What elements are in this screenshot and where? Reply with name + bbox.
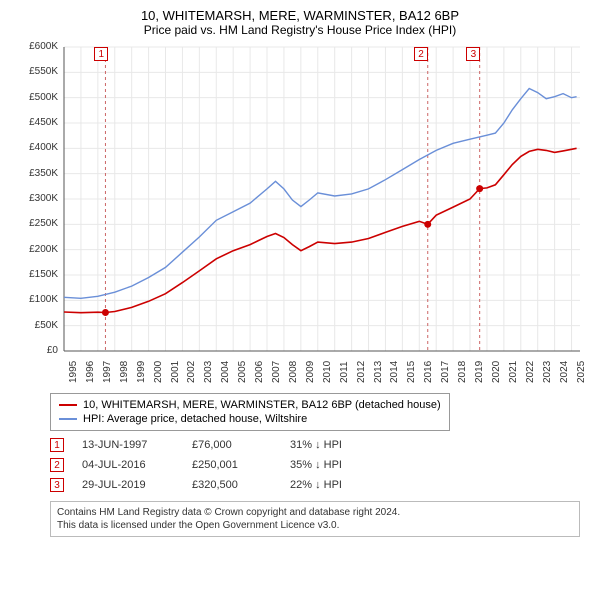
x-tick-label: 2015 — [406, 361, 417, 383]
legend-swatch — [59, 404, 77, 406]
y-tick-label: £600K — [18, 41, 58, 52]
x-tick-label: 2020 — [491, 361, 502, 383]
x-tick-label: 2004 — [220, 361, 231, 383]
legend-swatch — [59, 418, 77, 420]
x-tick-label: 1995 — [68, 361, 79, 383]
property-line — [64, 148, 577, 312]
legend-box: 10, WHITEMARSH, MERE, WARMINSTER, BA12 6… — [50, 393, 450, 431]
chart-container: 10, WHITEMARSH, MERE, WARMINSTER, BA12 6… — [0, 0, 600, 590]
sale-diff: 35% ↓ HPI — [290, 459, 342, 471]
legend-item: 10, WHITEMARSH, MERE, WARMINSTER, BA12 6… — [59, 398, 441, 412]
sale-marker-3: 3 — [466, 47, 480, 61]
x-tick-label: 2017 — [440, 361, 451, 383]
x-tick-label: 2024 — [559, 361, 570, 383]
sale-date: 13-JUN-1997 — [82, 439, 174, 451]
x-tick-label: 2009 — [305, 361, 316, 383]
sale-date: 29-JUL-2019 — [82, 479, 174, 491]
y-tick-label: £500K — [18, 92, 58, 103]
x-tick-label: 2016 — [423, 361, 434, 383]
x-tick-label: 1997 — [102, 361, 113, 383]
x-tick-label: 2011 — [339, 361, 350, 383]
y-tick-label: £200K — [18, 244, 58, 255]
y-tick-label: £300K — [18, 193, 58, 204]
x-tick-label: 2000 — [153, 361, 164, 383]
x-tick-label: 2018 — [457, 361, 468, 383]
x-tick-label: 2006 — [254, 361, 265, 383]
y-tick-label: £450K — [18, 117, 58, 128]
attribution-line-1: Contains HM Land Registry data © Crown c… — [57, 506, 573, 519]
x-tick-label: 2022 — [525, 361, 536, 383]
x-tick-label: 2014 — [389, 361, 400, 383]
sale-marker-box: 2 — [50, 458, 64, 472]
attribution-box: Contains HM Land Registry data © Crown c… — [50, 501, 580, 537]
y-tick-label: £400K — [18, 142, 58, 153]
sale-date: 04-JUL-2016 — [82, 459, 174, 471]
x-tick-label: 2001 — [170, 361, 181, 383]
y-tick-label: £100K — [18, 294, 58, 305]
x-tick-label: 2003 — [203, 361, 214, 383]
x-tick-label: 2023 — [542, 361, 553, 383]
x-tick-label: 2019 — [474, 361, 485, 383]
chart-title: 10, WHITEMARSH, MERE, WARMINSTER, BA12 6… — [10, 8, 590, 23]
x-tick-label: 2021 — [508, 361, 519, 383]
x-tick-label: 1996 — [85, 361, 96, 383]
y-tick-label: £550K — [18, 66, 58, 77]
x-tick-label: 2002 — [186, 361, 197, 383]
sale-row: 2 04-JUL-2016 £250,001 35% ↓ HPI — [10, 455, 590, 475]
x-tick-label: 1998 — [119, 361, 130, 383]
sale-row: 1 13-JUN-1997 £76,000 31% ↓ HPI — [10, 435, 590, 455]
y-tick-label: £150K — [18, 269, 58, 280]
sale-diff: 22% ↓ HPI — [290, 479, 342, 491]
sale-marker-1: 1 — [94, 47, 108, 61]
legend-label: HPI: Average price, detached house, Wilt… — [83, 413, 307, 425]
sale-row: 3 29-JUL-2019 £320,500 22% ↓ HPI — [10, 475, 590, 495]
x-tick-label: 2013 — [373, 361, 384, 383]
sale-diff: 31% ↓ HPI — [290, 439, 342, 451]
sale-price: £320,500 — [192, 479, 272, 491]
sale-price: £250,001 — [192, 459, 272, 471]
chart-subtitle: Price paid vs. HM Land Registry's House … — [10, 23, 590, 37]
x-tick-label: 2008 — [288, 361, 299, 383]
x-tick-label: 1999 — [136, 361, 147, 383]
hpi-line — [64, 89, 577, 299]
y-tick-label: £0 — [18, 345, 58, 356]
sale-marker-box: 1 — [50, 438, 64, 452]
sale-marker-2: 2 — [414, 47, 428, 61]
y-tick-label: £50K — [18, 320, 58, 331]
x-tick-label: 2007 — [271, 361, 282, 383]
y-tick-label: £350K — [18, 168, 58, 179]
x-tick-label: 2005 — [237, 361, 248, 383]
chart-svg — [18, 41, 588, 391]
legend-label: 10, WHITEMARSH, MERE, WARMINSTER, BA12 6… — [83, 399, 441, 411]
sale-price: £76,000 — [192, 439, 272, 451]
legend-item: HPI: Average price, detached house, Wilt… — [59, 412, 441, 426]
sale-marker-box: 3 — [50, 478, 64, 492]
x-tick-label: 2012 — [356, 361, 367, 383]
y-tick-label: £250K — [18, 218, 58, 229]
x-tick-label: 2010 — [322, 361, 333, 383]
sales-list: 1 13-JUN-1997 £76,000 31% ↓ HPI 2 04-JUL-2016… — [10, 435, 590, 495]
x-tick-label: 2025 — [576, 361, 587, 383]
attribution-line-2: This data is licensed under the Open Gov… — [57, 519, 573, 532]
chart-area: £0 £50K £100K £150K £200K £250K £300K £350K £400… — [18, 41, 588, 391]
